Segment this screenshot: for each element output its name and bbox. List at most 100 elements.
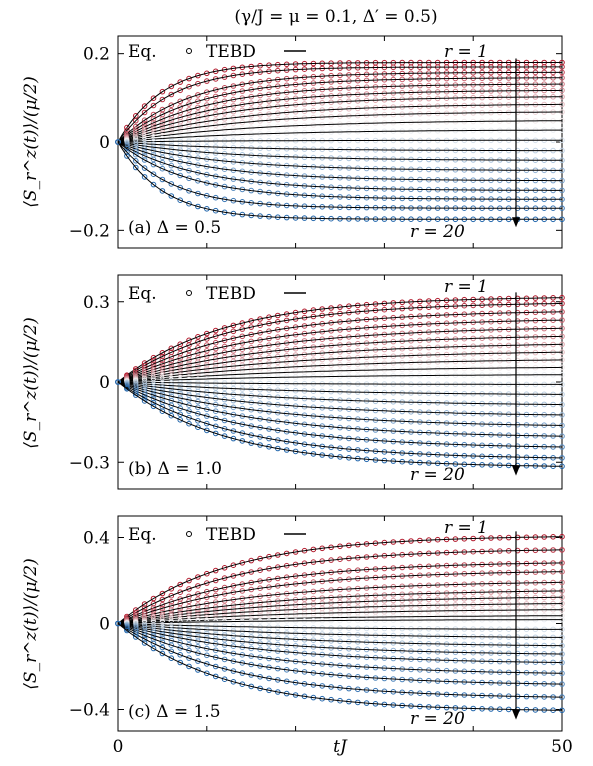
eq-point-site-20	[186, 420, 192, 427]
r-top-label: r = 1	[444, 518, 488, 538]
tebd-line-site-7	[117, 596, 562, 624]
eq-point-site-3	[195, 92, 201, 98]
eq-point-site-4	[204, 95, 210, 102]
eq-point-site-1	[212, 567, 219, 574]
eq-point-site-18	[168, 642, 175, 649]
eq-point-site-18	[212, 415, 219, 422]
eq-point-site-20	[248, 683, 254, 690]
eq-point-site-20	[221, 433, 228, 439]
panel-b: 0.3 0 −0.3 Eq. TEBD r = 1 r = 20 (b) Δ = 1…	[69, 274, 565, 490]
eq-point-site-19	[230, 428, 237, 434]
eq-point-site-16	[159, 391, 166, 398]
eq-point-site-20	[212, 673, 219, 680]
tebd-line-site-19	[117, 381, 562, 459]
eq-point-site-2	[133, 117, 139, 124]
eq-point-site-4	[186, 101, 192, 107]
tebd-line-site-7	[117, 96, 562, 143]
legend-eq-marker	[186, 48, 192, 54]
r-bottom-label: r = 20	[410, 222, 465, 242]
eq-point-site-3	[141, 117, 148, 123]
eq-point-site-1	[150, 354, 157, 361]
panel-label: (b) Δ = 1.0	[128, 459, 222, 479]
eq-point-site-19	[186, 414, 192, 421]
y-tick-label: 0.2	[83, 45, 110, 65]
y-tick-label: −0.2	[69, 221, 110, 241]
eq-point-site-3	[150, 361, 157, 367]
tebd-line-site-1	[117, 62, 562, 143]
eq-point-site-20	[150, 645, 157, 652]
eq-point-site-2	[141, 605, 148, 611]
tebd-line-site-10	[117, 120, 562, 143]
tebd-line-site-8	[117, 351, 563, 383]
eq-point-site-20	[115, 139, 121, 145]
eq-point-site-18	[159, 639, 166, 646]
tebd-line-site-6	[117, 590, 563, 624]
tebd-line-site-2	[117, 549, 562, 624]
eq-point-site-17	[133, 148, 139, 155]
eq-point-site-2	[168, 91, 175, 98]
eq-point-site-4	[150, 116, 157, 122]
eq-point-site-4	[141, 120, 148, 127]
eq-point-site-4	[195, 98, 201, 104]
eq-point-site-20	[177, 659, 183, 666]
eq-point-site-8	[159, 126, 166, 133]
eq-point-site-1	[230, 322, 237, 329]
eq-point-site-17	[177, 639, 183, 646]
eq-point-site-19	[195, 190, 201, 197]
eq-point-site-18	[186, 647, 192, 654]
eq-point-site-20	[212, 430, 219, 437]
eq-point-site-17	[195, 404, 201, 411]
eq-point-site-20	[159, 408, 166, 415]
eq-point-site-1	[186, 577, 192, 584]
tebd-line-site-19	[117, 623, 562, 698]
eq-point-site-19	[150, 399, 157, 406]
eq-point-site-1	[195, 574, 201, 580]
eq-point-site-19	[159, 176, 166, 183]
eq-point-site-2	[168, 592, 175, 599]
eq-point-site-1	[204, 70, 210, 77]
eq-point-site-20	[133, 634, 139, 640]
tebd-line-site-6	[117, 335, 563, 383]
eq-point-site-2	[204, 336, 210, 342]
y-tick-label: 0	[99, 133, 110, 153]
eq-point-site-4	[159, 361, 166, 367]
eq-point-site-20	[239, 438, 246, 444]
eq-point-site-6	[159, 120, 166, 126]
r-bottom-label: r = 20	[410, 465, 465, 485]
eq-point-site-20	[204, 670, 210, 677]
eq-point-site-3	[150, 605, 157, 611]
eq-point-site-19	[212, 663, 219, 670]
tebd-line-site-17	[117, 381, 563, 437]
eq-point-site-18	[195, 650, 201, 656]
tebd-line-site-12	[117, 381, 563, 385]
y-tick-label: 0.4	[83, 529, 110, 549]
eq-point-site-18	[204, 413, 210, 419]
eq-point-site-17	[186, 402, 192, 409]
eq-point-site-19	[177, 411, 183, 418]
eq-point-site-19	[168, 648, 175, 655]
eq-point-site-5	[159, 116, 166, 122]
site-arrow-head	[512, 709, 520, 720]
eq-point-site-19	[204, 661, 210, 667]
eq-point-site-20	[133, 164, 139, 171]
tebd-line-site-14	[117, 623, 563, 647]
eq-point-site-2	[195, 80, 201, 87]
eq-point-site-5	[195, 104, 201, 111]
tebd-line-site-5	[117, 327, 563, 383]
tebd-line-site-1	[117, 536, 563, 624]
eq-point-site-18	[124, 145, 130, 152]
eq-point-site-18	[186, 408, 192, 414]
eq-point-site-17	[150, 392, 157, 398]
tebd-line-site-4	[117, 77, 562, 143]
eq-point-site-1	[159, 590, 166, 597]
eq-point-site-2	[159, 596, 166, 603]
tebd-line-site-1	[117, 297, 563, 383]
eq-point-site-4	[212, 345, 219, 352]
eq-point-site-20	[159, 650, 166, 657]
eq-point-site-19	[221, 666, 228, 672]
eq-point-site-18	[177, 172, 183, 179]
eq-point-site-18	[177, 405, 183, 412]
eq-point-site-2	[177, 87, 183, 94]
eq-point-site-3	[204, 588, 210, 595]
tebd-line-site-17	[117, 141, 562, 191]
